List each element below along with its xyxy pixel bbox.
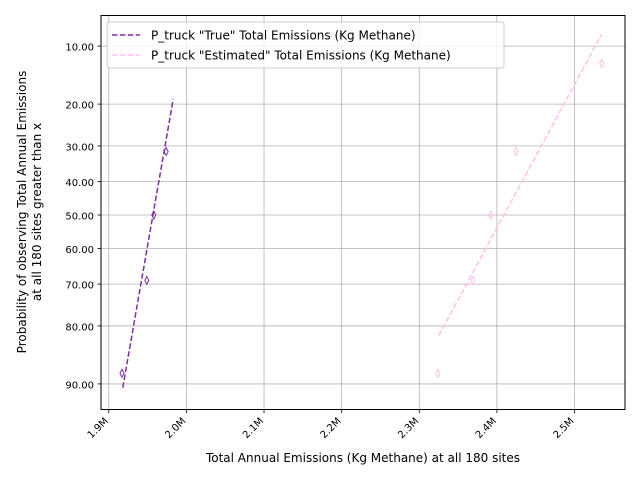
y-tick-label: 40.00 <box>65 178 94 189</box>
y-tick-label: 90.00 <box>65 380 94 391</box>
data-point <box>163 146 169 157</box>
y-tick-label: 50.00 <box>65 212 94 223</box>
y-tick-label: 10.00 <box>65 43 94 54</box>
legend-entry-1: P_truck "True" Total Emissions (Kg Metha… <box>112 29 416 43</box>
data-point <box>599 58 605 69</box>
data-point <box>435 368 441 379</box>
plot-frame <box>100 15 626 410</box>
y-axis-label: Probability of observing Total Annual Em… <box>15 71 44 354</box>
x-axis-label: Total Annual Emissions (Kg Methane) at a… <box>205 451 520 465</box>
series-1 <box>119 99 174 388</box>
y-tick-label: 30.00 <box>65 142 94 153</box>
legend-box <box>106 21 505 69</box>
data-point <box>151 209 157 221</box>
data-point <box>119 368 125 379</box>
plot-series <box>119 33 605 388</box>
y-tick-label: 70.00 <box>65 281 94 292</box>
data-point <box>488 209 494 221</box>
y-axis-label-line-1: Probability of observing Total Annual Em… <box>15 71 29 354</box>
data-point <box>470 275 476 286</box>
series-2 <box>435 33 605 379</box>
y-tick-label: 80.00 <box>65 322 94 333</box>
legend-label: P_truck "Estimated" Total Emissions (Kg … <box>151 49 451 63</box>
y-tick-label: 20.00 <box>65 101 94 112</box>
fit-line <box>438 33 603 337</box>
legend: P_truck "True" Total Emissions (Kg Metha… <box>106 21 505 69</box>
y-axis-label-line-2: at all 180 sites greater than x <box>30 123 44 301</box>
legend-label: P_truck "True" Total Emissions (Kg Metha… <box>151 29 416 43</box>
fit-line <box>121 99 174 388</box>
data-point <box>144 275 150 286</box>
grid <box>101 15 625 410</box>
data-point <box>513 146 519 157</box>
legend-entry-2: P_truck "Estimated" Total Emissions (Kg … <box>112 49 451 63</box>
y-tick-label: 60.00 <box>65 245 94 256</box>
